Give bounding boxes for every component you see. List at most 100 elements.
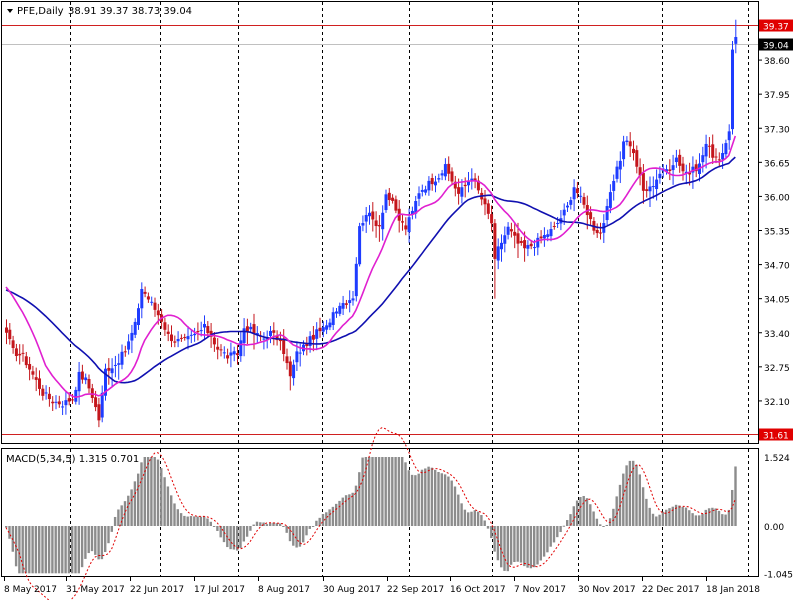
candle-body	[308, 336, 312, 346]
macd-bar	[635, 464, 638, 526]
macd-bar	[602, 526, 605, 527]
macd-bar	[80, 526, 84, 568]
macd-bar	[338, 500, 341, 526]
macd-bar	[414, 475, 417, 526]
candle-body	[170, 334, 173, 342]
candle-body	[295, 351, 299, 363]
macd-bar	[556, 526, 559, 538]
macd-bar	[678, 505, 681, 526]
candle-body	[130, 332, 134, 341]
candle-body	[153, 302, 157, 310]
chart-header: PFE,Daily 38.91 39.37 38.73 39.04	[7, 6, 192, 17]
macd-bar	[288, 526, 292, 542]
candle-body	[434, 181, 437, 186]
macd-bar	[84, 526, 87, 559]
macd-bar	[242, 526, 245, 542]
macd-bar	[562, 525, 566, 527]
macd-bar	[229, 526, 232, 550]
y-tick-label: 37.30	[764, 125, 790, 135]
candle-body	[473, 178, 477, 181]
macd-bar	[387, 457, 391, 526]
candle-body	[523, 240, 527, 249]
macd-bar	[305, 526, 308, 536]
candle-body	[704, 143, 708, 157]
candle-body	[684, 171, 688, 174]
candle-body	[569, 200, 573, 205]
candle-body	[47, 393, 51, 400]
candle-body	[506, 226, 510, 235]
macd-bar	[480, 515, 483, 526]
macd-bar	[232, 526, 236, 550]
candle-body	[41, 388, 45, 396]
macd-bar	[302, 526, 305, 543]
candle-body	[467, 181, 470, 186]
macd-bar	[351, 492, 354, 526]
candle-body	[252, 324, 256, 334]
candle-body	[206, 326, 210, 334]
candle-body	[328, 322, 332, 328]
macd-bar	[523, 526, 526, 567]
macd-bar	[377, 457, 381, 526]
macd-bar	[140, 462, 143, 526]
macd-bar	[717, 510, 721, 526]
candle-body	[371, 211, 375, 220]
candle-body	[282, 338, 286, 355]
macd-bar	[137, 473, 140, 526]
macd-bar	[97, 526, 100, 560]
candle-body	[183, 337, 187, 339]
macd-bar	[529, 526, 533, 569]
candle-body	[113, 364, 117, 366]
candle-body	[325, 325, 329, 330]
macd-bar	[681, 506, 684, 526]
candle-body	[150, 301, 154, 303]
macd-bar	[222, 526, 226, 543]
candle-body	[678, 154, 682, 166]
macd-bar	[404, 462, 407, 526]
x-tick-label: 30 Aug 2017	[323, 585, 381, 595]
macd-bar	[74, 526, 77, 574]
candle-body	[622, 141, 626, 160]
macd-bar	[54, 526, 57, 574]
candle-body	[711, 144, 715, 158]
macd-bar	[407, 470, 410, 526]
candle-body	[707, 145, 711, 147]
candle-body	[463, 184, 467, 187]
macd-bar	[51, 526, 54, 574]
candle-body	[625, 140, 629, 142]
candle-body	[486, 203, 490, 214]
candle-body	[734, 37, 738, 44]
macd-bar	[255, 521, 259, 526]
candle-body	[222, 352, 226, 354]
macd-bar	[8, 526, 11, 539]
candle-body	[335, 311, 338, 314]
candle-body	[173, 341, 177, 343]
macd-bar	[615, 496, 618, 526]
macd-bar	[193, 516, 196, 526]
macd-bar	[391, 457, 394, 526]
macd-bar	[533, 526, 536, 568]
macd-bar	[259, 522, 262, 526]
candle-body	[348, 300, 352, 304]
candle-body	[681, 163, 685, 172]
macd-bar	[170, 495, 173, 526]
candle-body	[665, 169, 668, 172]
x-tick-label: 31 May 2017	[66, 585, 125, 595]
candle-body	[483, 198, 487, 205]
macd-bar	[146, 457, 150, 526]
macd-bar	[318, 517, 321, 526]
macd-bar	[186, 516, 189, 526]
macd-bar	[536, 526, 539, 565]
candle-body	[599, 232, 602, 234]
macd-bar	[31, 526, 34, 574]
macd-bar	[625, 465, 628, 526]
macd-bar	[160, 468, 163, 526]
macd-bar	[437, 471, 440, 526]
candle-body	[615, 166, 619, 179]
candle-body	[77, 371, 81, 392]
triangle-down-icon[interactable]	[7, 9, 13, 13]
candle-body	[410, 210, 414, 215]
candle-body	[519, 240, 523, 244]
candle-body	[575, 188, 579, 194]
